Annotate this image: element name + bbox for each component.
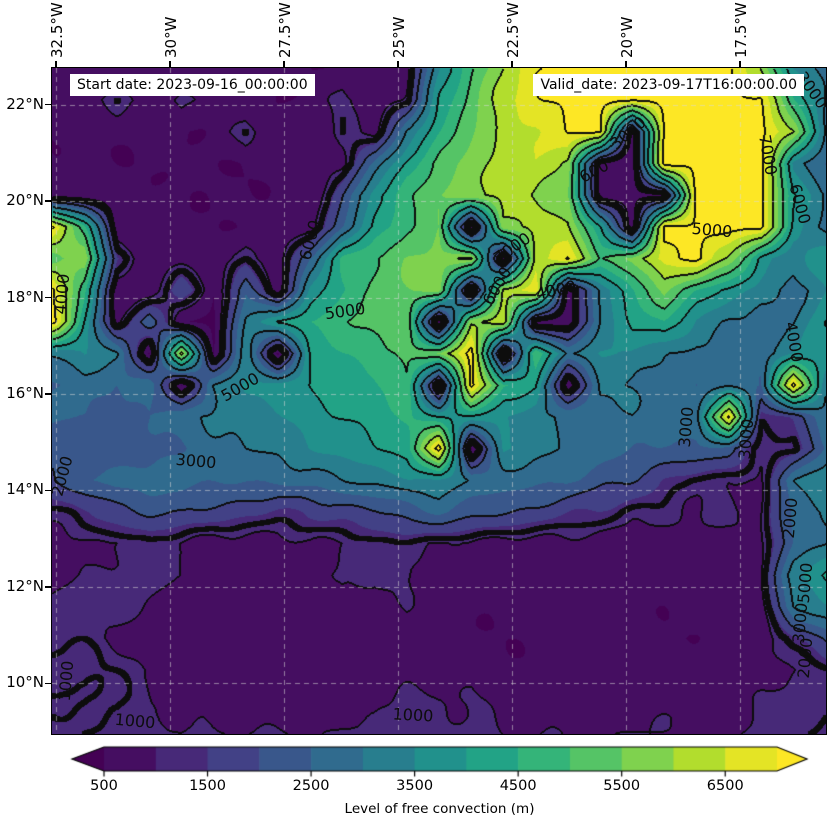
y-tickmark (45, 393, 51, 395)
x-tickmark (739, 61, 741, 67)
y-tickmark (45, 682, 51, 685)
contour-line-label: 1000 (54, 659, 78, 703)
y-tickmark (45, 586, 51, 588)
y-tickmark (45, 200, 51, 202)
x-tick-label: 32.5°W (48, 2, 67, 58)
y-tickmark (45, 103, 51, 106)
x-tickmark (55, 61, 57, 67)
y-tick-label: 16°N (6, 384, 44, 402)
x-tickmark (169, 61, 171, 67)
colorbar-label: Level of free convection (m) (344, 801, 535, 817)
contour-line-label: 3000 (674, 405, 697, 448)
x-tick-label: 30°W (162, 16, 181, 58)
x-tick-label: 22.5°W (503, 2, 522, 58)
contour-line-label: 4000 (50, 273, 74, 316)
y-tick-label: 20°N (6, 191, 44, 210)
x-tickmark (283, 61, 285, 67)
colorbar-tick-label: 2500 (292, 778, 330, 794)
start-date-annotation: Start date: 2023-09-16_00:00:00 (70, 74, 315, 96)
x-tick-label: 20°W (617, 16, 636, 58)
colorbar-canvas (0, 740, 837, 780)
contour-line-label: 1000 (113, 709, 157, 733)
y-tick-label: 14°N (6, 480, 44, 499)
y-tickmark (45, 489, 51, 492)
contour-line-label: 1000 (392, 704, 434, 726)
x-tickmark (625, 61, 627, 67)
map-plot-area: Start date: 2023-09-16_00:00:00 Valid_da… (48, 67, 831, 735)
y-tickmark (45, 296, 51, 299)
x-tick-label: 17.5°W (731, 2, 750, 58)
y-tick-label: 10°N (6, 673, 44, 692)
x-tick-label: 25°W (389, 16, 408, 58)
colorbar-tick-label: 5500 (603, 778, 641, 794)
contour-line-label: 5000 (690, 218, 733, 241)
colorbar-tick-label: 6500 (706, 778, 744, 794)
contour-line-label: 3000 (174, 449, 218, 472)
contour-line-label: 3000 (734, 417, 758, 460)
y-tick-label: 22°N (6, 94, 44, 113)
colorbar-tick-label: 1500 (189, 778, 226, 794)
colorbar-tick-label: 3500 (396, 778, 434, 794)
colorbar-tick-label: 500 (90, 778, 118, 794)
x-tickmark (397, 61, 399, 67)
y-tick-label: 18°N (6, 287, 44, 306)
contour-line-label: 2000 (778, 497, 801, 540)
x-tick-label: 27.5°W (276, 2, 295, 58)
contour-map-canvas (52, 68, 826, 734)
x-tickmark (511, 61, 513, 67)
colorbar-tick-label: 4500 (499, 778, 537, 794)
valid-date-annotation: Valid_date: 2023-09-17T16:00:00.00 (533, 74, 804, 96)
y-tick-label: 12°N (6, 576, 44, 595)
